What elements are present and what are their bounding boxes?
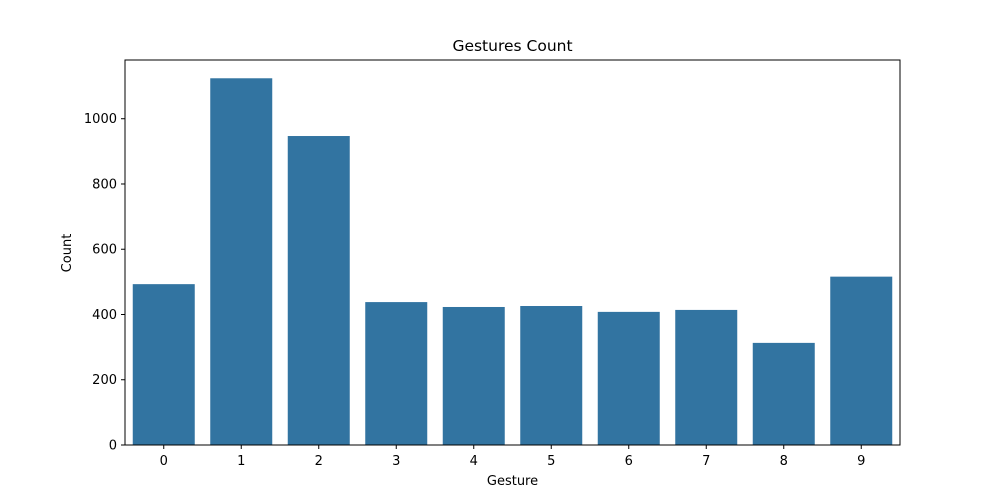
bars-layer <box>132 78 893 446</box>
bar-8 <box>752 342 815 445</box>
x-tick-label: 8 <box>780 454 788 469</box>
x-tick-label: 2 <box>315 454 323 469</box>
x-tick-label: 5 <box>547 454 555 469</box>
x-tick-label: 7 <box>702 454 710 469</box>
chart-title: Gestures Count <box>452 37 572 55</box>
bar-5 <box>520 306 583 445</box>
bar-3 <box>365 302 428 445</box>
y-ticks-layer: 0 200 400 600 800 1000 <box>84 112 125 454</box>
y-tick-label: 1000 <box>84 112 117 127</box>
x-tick-label: 0 <box>160 454 168 469</box>
bar-2 <box>287 136 350 445</box>
bar-6 <box>597 311 660 445</box>
x-tick-label: 3 <box>392 454 400 469</box>
y-tick-label: 0 <box>109 439 117 454</box>
x-tick-label: 9 <box>857 454 865 469</box>
y-tick-label: 200 <box>92 373 117 388</box>
x-axis-label: Gesture <box>487 474 538 489</box>
x-tick-label: 6 <box>625 454 633 469</box>
plot-frame <box>124 59 901 446</box>
bar-1 <box>210 78 273 446</box>
bar-4 <box>442 306 505 445</box>
y-tick-label: 600 <box>92 243 117 258</box>
bar-9 <box>830 276 893 445</box>
bar-0 <box>132 284 195 445</box>
y-tick-label: 800 <box>92 177 117 192</box>
x-tick-label: 4 <box>470 454 478 469</box>
bar-7 <box>675 309 738 445</box>
x-tick-label: 1 <box>237 454 245 469</box>
y-axis-label: Count <box>60 234 75 273</box>
x-ticks-layer: 0 1 2 3 4 5 6 7 8 9 <box>160 445 865 469</box>
y-tick-label: 400 <box>92 308 117 323</box>
